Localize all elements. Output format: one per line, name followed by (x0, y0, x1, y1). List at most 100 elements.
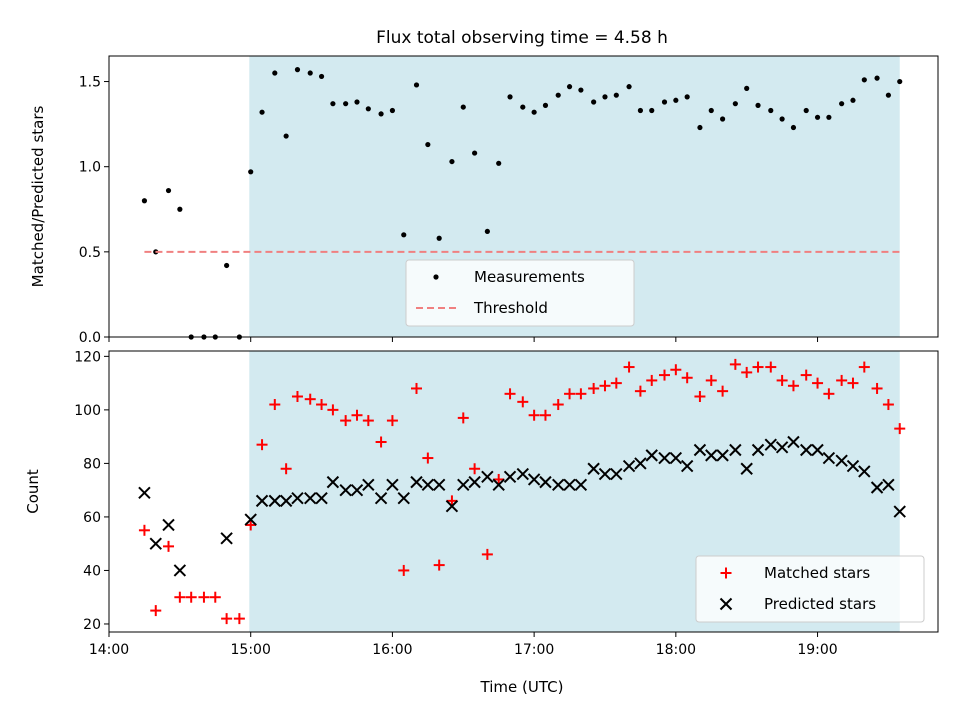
data-point (209, 591, 221, 603)
data-point (673, 97, 679, 103)
y-tick-label: 120 (74, 349, 101, 365)
data-point (294, 67, 301, 73)
data-point (307, 70, 313, 76)
data-point (787, 435, 800, 449)
data-point (224, 262, 230, 269)
data-point (330, 101, 336, 107)
data-point (552, 478, 565, 492)
data-point (484, 228, 490, 235)
data-point (351, 409, 363, 421)
data-point (826, 114, 832, 120)
data-point (386, 478, 399, 492)
data-point (752, 361, 764, 373)
data-point (649, 107, 655, 114)
data-point (729, 358, 741, 370)
data-point (588, 382, 600, 394)
x-tick-label: 19:00 (797, 642, 837, 658)
data-point (871, 382, 883, 394)
data-point (432, 478, 446, 492)
data-point (669, 451, 683, 465)
data-point (339, 483, 352, 497)
data-point (280, 463, 292, 475)
data-point (836, 374, 848, 386)
legend-box (695, 555, 925, 623)
data-point (413, 82, 420, 88)
y-tick-label: 40 (83, 563, 101, 579)
data-point (531, 109, 537, 115)
data-point (645, 449, 658, 462)
legend-label: Measurements (474, 268, 585, 286)
x-tick-label: 14:00 (89, 642, 129, 658)
y-axis-label: Matched/Predicted stars (29, 106, 47, 288)
legend: Matched stars Predicted stars (695, 555, 925, 623)
data-point (858, 361, 870, 373)
data-point (893, 505, 906, 518)
data-point (870, 481, 884, 494)
data-point (741, 366, 753, 378)
data-point (623, 361, 635, 373)
data-point (705, 449, 718, 462)
data-point (362, 415, 374, 427)
data-point (591, 99, 597, 105)
data-point (165, 187, 172, 194)
data-point (457, 478, 470, 492)
data-point (150, 605, 162, 617)
data-point (255, 494, 269, 508)
data-point (291, 491, 304, 505)
bottom-panel-counts: 14:00 15:00 16:00 17:00 18:00 19:00 20 40 60 80 10… (24, 349, 939, 658)
series-matched-stars (138, 358, 906, 625)
data-point (822, 451, 836, 465)
data-point (610, 467, 623, 481)
data-point (684, 94, 690, 100)
data-point (680, 459, 694, 473)
data-point (245, 519, 257, 531)
data-point (776, 374, 788, 386)
data-point (185, 591, 197, 603)
data-point (894, 423, 906, 435)
data-point (779, 116, 785, 122)
x-tick-label: 18:00 (656, 642, 696, 658)
data-point (835, 454, 848, 467)
data-point (244, 513, 257, 526)
legend-marker (719, 597, 733, 611)
y-tick-label: 60 (83, 510, 101, 526)
data-point (398, 564, 410, 576)
data-point (481, 470, 494, 483)
data-point (670, 364, 682, 376)
data-point (503, 470, 517, 483)
legend-label: Threshold (473, 299, 548, 317)
data-point (174, 591, 186, 603)
data-point (401, 232, 407, 238)
data-point (574, 478, 588, 492)
data-point (304, 491, 317, 505)
data-point (436, 235, 442, 241)
data-point (425, 141, 431, 148)
data-point (708, 107, 714, 114)
data-point (634, 385, 646, 397)
axes-frame (108, 350, 939, 633)
data-point (755, 102, 761, 108)
data-point (694, 390, 706, 402)
data-point (800, 443, 813, 457)
data-point (493, 473, 505, 485)
data-point (775, 441, 789, 454)
data-point (410, 475, 423, 489)
data-point (272, 70, 278, 76)
legend-marker (720, 567, 732, 579)
y-tick-label: 20 (83, 617, 101, 633)
data-point (768, 107, 774, 114)
legend-marker (433, 274, 439, 280)
data-point (259, 109, 265, 115)
data-point (365, 106, 371, 112)
data-point (846, 459, 860, 473)
x-tick-label: 17:00 (514, 642, 554, 658)
data-point (803, 107, 809, 114)
legend: Measurements Threshold (405, 259, 635, 327)
y-tick-label: 100 (74, 403, 101, 419)
data-point (811, 443, 824, 457)
data-point (847, 377, 859, 389)
data-point (539, 409, 551, 421)
data-point (705, 374, 717, 386)
data-point (375, 436, 387, 448)
